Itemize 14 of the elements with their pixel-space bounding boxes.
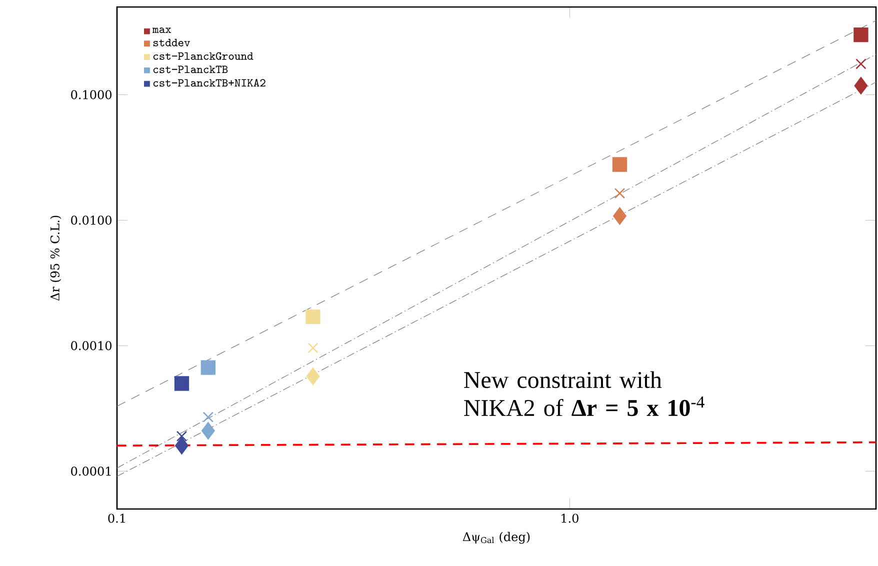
y-tick-label: 0.1000 [71,90,112,100]
legend-label: cst−PlanckTB [153,66,228,74]
x-tick-label: 1.0 [562,514,578,523]
y-axis-title: Δr (95 % C.L.) [50,216,62,301]
x-tick-label: 0.1 [108,514,125,523]
legend-label: cst−PlanckTB+NIKA2 [153,79,266,87]
y-tick-label: 0.0010 [71,341,112,350]
legend-label: stddev [153,38,190,46]
legend-label: cst−PlanckGround [153,52,254,60]
x-axis-title: Δψ$_{Gal}$ (deg) [462,532,530,544]
y-tick-label: 0.0100 [71,216,112,225]
annotation: New constraint with NIKA2 of Δr = 5 x 10$^{-4}$ [464,371,704,416]
y-tick-label: 0.0001 [71,466,111,476]
legend-label: max [152,28,172,33]
